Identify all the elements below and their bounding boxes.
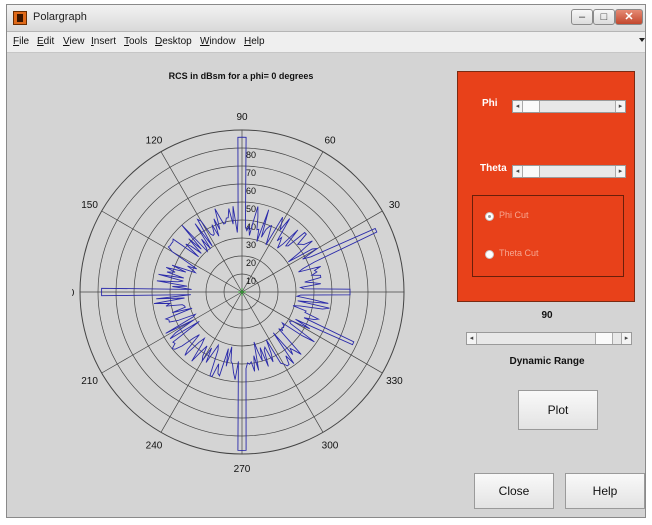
title-bar: Polargraph – □ ✕ [7,5,645,32]
polar-grid-spoke [241,291,383,374]
angle-tick-label: 240 [146,440,163,451]
help-button[interactable]: Help [565,473,645,509]
angle-tick-label: 150 [81,200,98,211]
polar-grid-spoke [241,151,324,293]
angle-tick-label: 330 [386,376,403,387]
radial-tick-label: 80 [246,150,256,160]
menu-file[interactable]: File [13,36,30,47]
theta-slider-right-arrow-icon[interactable]: ▸ [615,166,625,177]
window-title: Polargraph [33,11,87,23]
angle-tick-label: 210 [81,376,98,387]
dynamic-range-thumb[interactable] [595,333,613,344]
menu-bar: File Edit View Insert Tools Desktop Wind… [7,32,645,53]
close-window-button[interactable]: ✕ [615,9,643,25]
theta-cut-radio[interactable] [485,250,494,259]
minimize-button[interactable]: – [571,9,593,25]
cut-selector: Phi Cut Theta Cut [472,195,624,277]
polar-plot: 0306090120150180210240270300330102030405… [72,112,405,475]
radial-tick-label: 20 [246,258,256,268]
phi-slider-right-arrow-icon[interactable]: ▸ [615,101,625,112]
polar-grid-spoke [241,210,383,293]
phi-cut-radio[interactable] [485,212,494,221]
menu-window[interactable]: Window [200,36,236,47]
angle-tick-label: 120 [146,136,163,147]
polar-grid-spoke [101,291,243,374]
polargraph-window: Polargraph – □ ✕ File Edit View Insert T… [6,4,646,518]
angle-tick-label: 180 [72,288,75,299]
angle-tick-label: 60 [324,136,336,147]
radial-tick-label: 40 [246,222,256,232]
rcs-trace-line [101,136,378,451]
radial-tick-label: 10 [246,276,256,286]
angle-tick-label: 270 [234,464,251,475]
radial-tick-label: 30 [246,240,256,250]
angle-tick-label: 30 [389,200,401,211]
dynamic-range-slider[interactable]: ◂ ▸ [466,332,632,345]
phi-slider-thumb[interactable] [522,101,540,112]
phi-slider[interactable]: ◂ ▸ [512,100,626,113]
dynamic-range-left-arrow-icon[interactable]: ◂ [467,333,477,344]
matlab-icon [13,11,27,25]
polar-grid-spoke [160,291,243,433]
menu-overflow-icon[interactable] [639,38,645,42]
dynamic-range-label: Dynamic Range [509,356,585,367]
radial-tick-label: 60 [246,186,256,196]
theta-slider-thumb[interactable] [522,166,540,177]
close-button[interactable]: Close [474,473,554,509]
radial-tick-label: 70 [246,168,256,178]
menu-view[interactable]: View [63,36,85,47]
polar-grid-spoke [241,291,324,433]
maximize-button[interactable]: □ [593,9,615,25]
angle-tick-label: 90 [236,112,248,123]
theta-slider[interactable]: ◂ ▸ [512,165,626,178]
menu-help[interactable]: Help [244,36,265,47]
menu-desktop[interactable]: Desktop [155,36,192,47]
plot-title: RCS in dBsm for a phi= 0 degrees [168,71,314,81]
menu-tools[interactable]: Tools [124,36,148,47]
plot-button[interactable]: Plot [518,390,598,430]
phi-cut-label[interactable]: Phi Cut [499,210,529,220]
control-panel: Phi ◂ ▸ Theta ◂ ▸ Phi Cut Theta Cut [457,71,635,302]
menu-edit[interactable]: Edit [37,36,55,47]
menu-insert[interactable]: Insert [91,36,117,47]
phi-label: Phi [482,98,498,109]
dynamic-range-right-arrow-icon[interactable]: ▸ [621,333,631,344]
angle-tick-label: 300 [322,440,339,451]
theta-cut-label[interactable]: Theta Cut [499,248,539,258]
dynamic-range-value: 90 [541,310,553,321]
radial-tick-label: 50 [246,204,256,214]
theta-label: Theta [480,163,507,174]
